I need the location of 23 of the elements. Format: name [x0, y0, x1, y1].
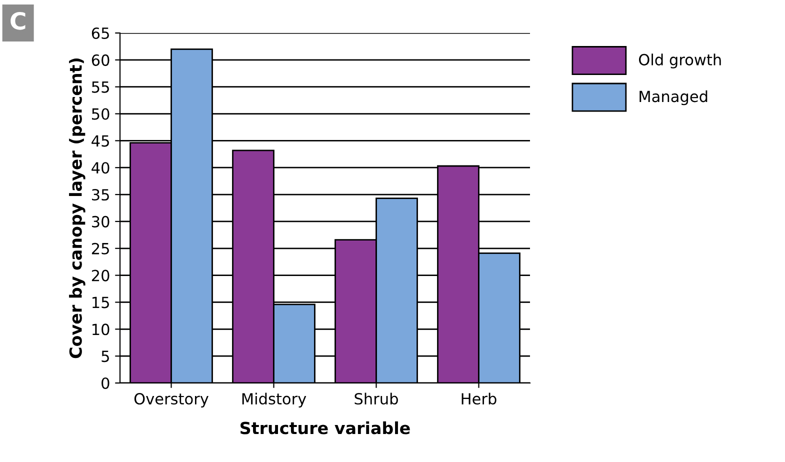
y-tick-label: 25: [92, 242, 109, 254]
y-tick-label: 50: [92, 108, 110, 120]
legend-label: Managed: [640, 90, 708, 106]
y-tick-label: 0: [102, 377, 110, 390]
y-tick-label: 20: [92, 270, 110, 282]
y-tick-label: 5: [102, 350, 109, 362]
y-tick-label: 30: [92, 216, 110, 228]
x-tick-label: Herb: [462, 392, 496, 405]
y-tick-label: 40: [92, 162, 110, 174]
y-tick-label: 35: [92, 189, 109, 201]
x-tick-label: Overstory: [134, 392, 208, 408]
y-tick-label: 60: [92, 54, 110, 66]
y-tick-label: 10: [92, 324, 110, 336]
y-tick-label: 45: [92, 135, 109, 147]
text: C: [10, 12, 26, 30]
y-tick-label: 65: [92, 27, 109, 40]
legend-label: Old growth: [639, 54, 721, 68]
y-tick-label: 55: [92, 82, 109, 93]
x-axis-title: Structure variable: [240, 421, 410, 434]
y-axis-title: Cover by canopy layer (percent): [69, 58, 86, 358]
x-tick-label: Midstory: [242, 392, 306, 408]
y-tick-label: 15: [92, 296, 109, 308]
x-tick-label: Shrub: [354, 392, 398, 405]
